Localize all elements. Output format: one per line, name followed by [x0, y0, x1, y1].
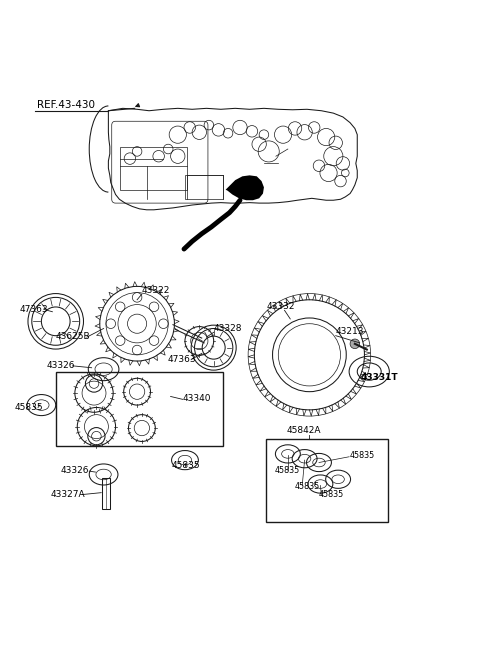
Text: 47363: 47363: [167, 355, 196, 364]
Text: REF.43-430: REF.43-430: [36, 101, 95, 110]
Text: 43328: 43328: [214, 324, 242, 333]
Bar: [266, 439, 388, 522]
Bar: [102, 478, 110, 509]
Bar: [185, 175, 223, 199]
Text: 45835: 45835: [172, 461, 201, 470]
Text: 45835: 45835: [350, 451, 375, 460]
Text: 43322: 43322: [142, 286, 170, 294]
Text: 43213: 43213: [336, 327, 364, 336]
Text: 43326: 43326: [60, 466, 89, 475]
Text: 43331T: 43331T: [360, 373, 398, 382]
Polygon shape: [226, 175, 264, 200]
Bar: [120, 147, 187, 190]
Text: 43625B: 43625B: [56, 332, 90, 341]
Text: 45835: 45835: [295, 482, 320, 491]
Text: 43327A: 43327A: [51, 490, 85, 499]
Text: 45835: 45835: [275, 466, 300, 475]
Circle shape: [350, 339, 360, 349]
Text: 43340: 43340: [182, 394, 211, 403]
Text: 45835: 45835: [15, 403, 44, 412]
Text: 45835: 45835: [319, 490, 344, 499]
Text: 43332: 43332: [266, 302, 295, 311]
Text: 45842A: 45842A: [287, 426, 322, 435]
Text: 47363: 47363: [20, 305, 48, 314]
Text: 43326: 43326: [46, 361, 75, 370]
Bar: [56, 372, 223, 445]
